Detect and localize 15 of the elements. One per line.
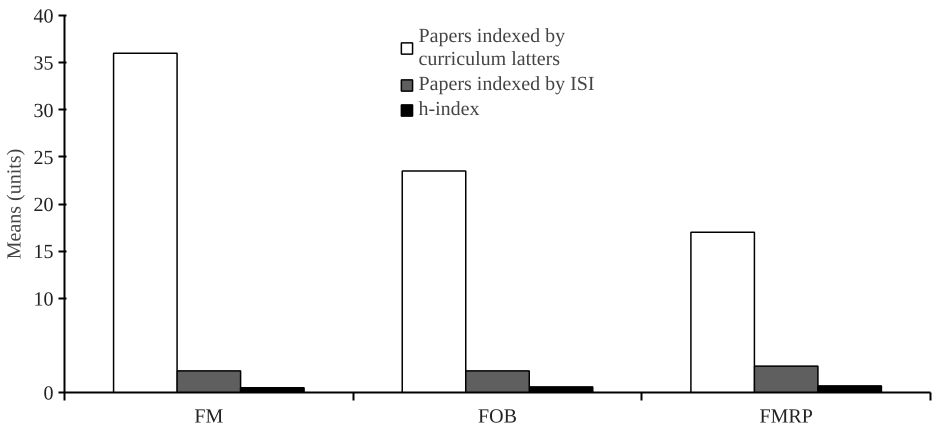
y-axis-title: Means (units) <box>4 148 26 260</box>
x-tick-label: FM <box>194 406 224 428</box>
y-tick-label: 35 <box>34 52 54 75</box>
y-tick-label: 20 <box>34 194 54 216</box>
y-tick-label: 10 <box>34 288 54 310</box>
x-tick-label: FOB <box>478 406 517 428</box>
y-tick-label: 25 <box>34 146 54 169</box>
legend-label: h-index <box>418 98 480 121</box>
y-tick-label: 0 <box>44 382 54 404</box>
y-tick-label: 30 <box>34 100 54 122</box>
legend-label: Papers indexed by curriculum latters <box>418 25 566 71</box>
y-tick-label: 15 <box>34 241 54 264</box>
y-tick-label: 40 <box>34 6 54 28</box>
legend-label: Papers indexed by ISI <box>418 73 595 96</box>
x-tick-label: FMRP <box>759 406 813 428</box>
